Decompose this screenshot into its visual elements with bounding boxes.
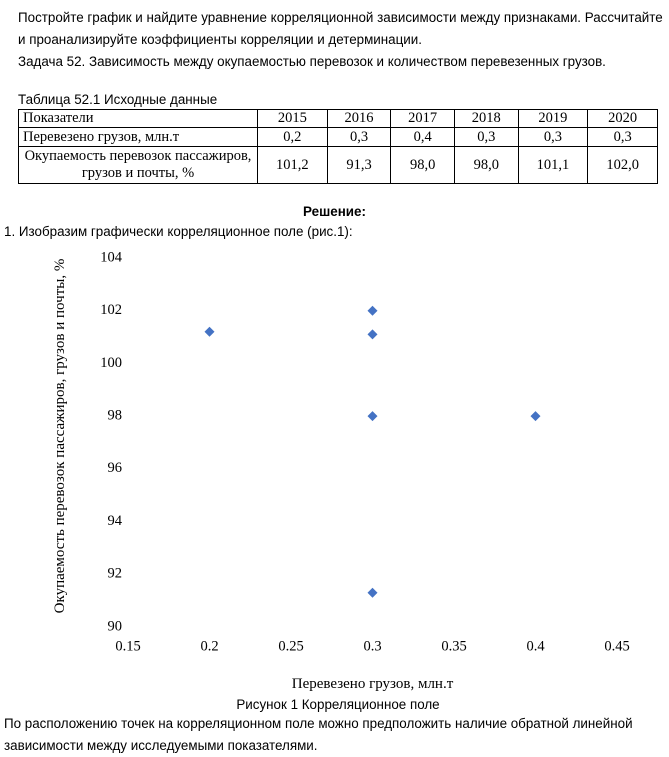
intro: Постройте график и найдите уравнение кор… bbox=[18, 10, 663, 47]
x-tick-label: 0.35 bbox=[441, 638, 466, 654]
y-tick-label: 102 bbox=[100, 302, 122, 318]
x-tick-label: 0.25 bbox=[278, 638, 303, 654]
conclusion: По расположению точек на корреляционном … bbox=[4, 716, 633, 753]
table-cell: 98,0 bbox=[453, 146, 519, 184]
table-cell: Перевезено грузов, млн.т bbox=[18, 127, 258, 147]
table-cell: 2016 bbox=[326, 109, 392, 128]
table-cell: 2018 bbox=[453, 109, 519, 128]
data-table: Показатели 2015 2016 2017 2018 2019 2020 Переве… bbox=[18, 109, 658, 184]
y-tick-label: 100 bbox=[100, 355, 122, 371]
table-cell: 102,0 bbox=[587, 146, 658, 184]
table-cell: 2020 bbox=[587, 109, 658, 128]
table-cell: 2019 bbox=[517, 109, 589, 128]
y-tick-label: 90 bbox=[108, 618, 123, 634]
point bbox=[367, 587, 378, 598]
y-axis-label: Окупаемость перевозок пассажиров, грузов… bbox=[52, 258, 68, 614]
table-caption: Таблица 52.1 Исходные данные bbox=[18, 92, 218, 107]
solution-heading: Решение: bbox=[303, 204, 366, 219]
point bbox=[204, 326, 215, 337]
x-tick-label: 0.2 bbox=[200, 638, 218, 654]
x-tick-label: 0.3 bbox=[363, 638, 381, 654]
y-tick-label: 98 bbox=[108, 407, 123, 423]
y-tick-label: 92 bbox=[108, 566, 123, 582]
point bbox=[367, 411, 378, 422]
y-tick-label: 104 bbox=[100, 249, 123, 265]
x-tick-label: 0.15 bbox=[115, 638, 140, 654]
figure-caption: Рисунок 1 Корреляционное поле bbox=[236, 697, 440, 712]
y-tick-label: 96 bbox=[108, 460, 123, 476]
table-cell: 101,2 bbox=[257, 146, 328, 184]
table-cell: 0,3 bbox=[326, 127, 392, 147]
point bbox=[367, 329, 378, 340]
table-cell: 98,0 bbox=[390, 146, 455, 184]
table-cell: 2017 bbox=[390, 109, 455, 128]
chart: 90 92 94 96 98 100 102 104 0.15 0.2 0.25 0.3 0.35 0.4… bbox=[100, 249, 629, 654]
table-cell: Окупаемость перевозок пассажиров, грузов… bbox=[18, 146, 258, 184]
table-row: Показатели 2015 2016 2017 2018 2019 2020 bbox=[18, 109, 658, 128]
task: Задача 52. Зависимость между окупаемость… bbox=[18, 54, 606, 69]
table-cell: 0,2 bbox=[257, 127, 328, 147]
table-row: Окупаемость перевозок пассажиров, грузов… bbox=[18, 146, 658, 184]
table-row: Перевезено грузов, млн.т 0,2 0,3 0,4 0,3 0,3 0… bbox=[18, 127, 658, 147]
point bbox=[530, 411, 541, 422]
table-cell: Показатели bbox=[18, 109, 258, 128]
table-cell: 91,3 bbox=[326, 146, 392, 184]
table-cell: 0,4 bbox=[390, 127, 455, 147]
table-cell: 101,1 bbox=[517, 146, 589, 184]
x-tick-label: 0.4 bbox=[526, 638, 545, 654]
x-tick-label: 0.45 bbox=[604, 638, 629, 654]
table-cell: 2015 bbox=[257, 109, 328, 128]
x-axis-label: Перевезено грузов, млн.т bbox=[291, 676, 454, 692]
table-cell: 0,3 bbox=[587, 127, 658, 147]
table-cell: 0,3 bbox=[453, 127, 519, 147]
table-cell: 0,3 bbox=[517, 127, 589, 147]
step: 1. Изобразим графически корреляционное п… bbox=[4, 224, 353, 239]
point bbox=[367, 305, 378, 316]
y-tick-label: 94 bbox=[108, 513, 123, 529]
